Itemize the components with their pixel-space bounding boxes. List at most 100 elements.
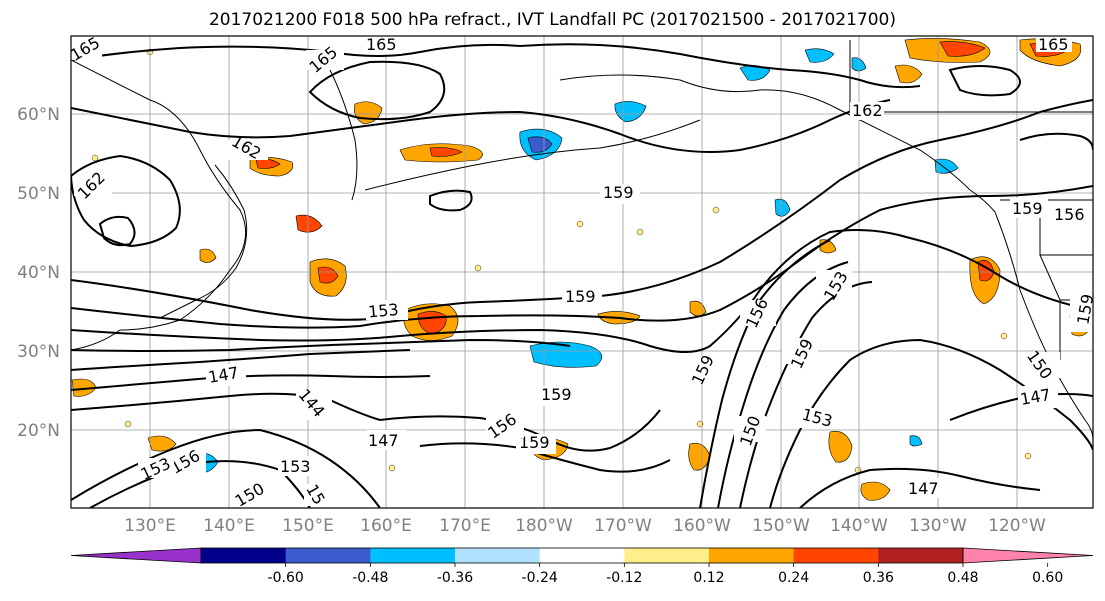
- colorbar-swatch: [285, 548, 371, 563]
- alaska-coastline: [559, 74, 996, 213]
- lon-label: 130°W: [909, 516, 967, 536]
- contour-line: [519, 43, 921, 89]
- lon-axis: 130°E 140°E 150°E 160°E 170°E 180°W 170°…: [124, 516, 1046, 536]
- contour-label: 159: [565, 287, 596, 306]
- colorbar-tick-label: -0.60: [268, 570, 304, 586]
- contour-label: 147: [368, 431, 399, 450]
- lon-label: 180°W: [515, 516, 573, 536]
- orange-patch: [295, 214, 323, 233]
- lon-label: 160°E: [360, 516, 412, 536]
- blue-patch: [529, 341, 603, 368]
- contour-line: [429, 189, 473, 212]
- colorbar-tick-label: 0.48: [947, 570, 978, 586]
- colorbar-swatch: [455, 548, 541, 563]
- lat-label: 20°N: [17, 421, 60, 441]
- kamchatka-coastline: [329, 69, 358, 201]
- contour-line: [71, 392, 381, 421]
- asia-coastline: [71, 59, 247, 351]
- colorbar-tick-label: 0.12: [693, 570, 724, 586]
- lon-label: 150°W: [752, 516, 810, 536]
- contour-label: 159: [603, 183, 634, 202]
- contour-label: 159: [1012, 199, 1043, 218]
- lon-label: 130°E: [124, 516, 176, 536]
- contour-label: 159: [519, 433, 550, 452]
- contour-line: [799, 467, 1041, 508]
- lon-label: 170°W: [594, 516, 652, 536]
- contour-line: [71, 428, 381, 508]
- orange-patch: [894, 64, 923, 84]
- blue-patch: [804, 48, 835, 63]
- colorbar: -0.60 -0.48 -0.36 -0.24 -0.12 0.12 0.24 0.36 0.4…: [70, 547, 1094, 586]
- colorbar-tick-label: 0.60: [1032, 570, 1063, 586]
- orange-patch: [860, 481, 891, 501]
- lon-label: 150°E: [282, 516, 334, 536]
- colorbar-tick-label: 0.24: [778, 570, 809, 586]
- japan-coastline: [159, 164, 248, 319]
- contour-line: [71, 99, 1093, 321]
- colorbar-extend-low: [70, 547, 202, 564]
- colorbar-tick-label: -0.36: [437, 570, 473, 586]
- colorbar-tick-label: 0.36: [863, 570, 894, 586]
- contour-label: 147: [908, 479, 939, 498]
- blue-patch: [909, 435, 923, 447]
- lon-label: 120°W: [988, 516, 1046, 536]
- contour-label: 156: [1054, 205, 1085, 224]
- lon-label: 160°W: [673, 516, 731, 536]
- contour-line: [699, 239, 831, 508]
- colorbar-swatch: [539, 548, 625, 563]
- minor-anomaly-dots: [91, 48, 1032, 474]
- contour-label: 165: [366, 35, 397, 54]
- contour-label: 153: [367, 300, 399, 322]
- orange-patch: [199, 248, 217, 263]
- lat-axis: 60°N 50°N 40°N 30°N 20°N: [17, 105, 60, 441]
- contour-line: [308, 60, 446, 121]
- lon-label: 170°E: [439, 516, 491, 536]
- contour-label: 165: [1038, 35, 1069, 54]
- blue-patch: [934, 158, 959, 174]
- contour-label: 159: [541, 385, 572, 404]
- colorbar-frame: [200, 547, 964, 564]
- red-patch: [317, 266, 339, 284]
- orange-patch: [147, 435, 177, 452]
- plot-area: 165 165 165 165 162 162 162 159 159 159 …: [71, 35, 1097, 508]
- lon-label: 140°E: [203, 516, 255, 536]
- contour-line: [717, 261, 849, 508]
- colorbar-swatch: [709, 548, 795, 563]
- contour-line: [71, 374, 431, 391]
- contour-label: 153: [280, 457, 311, 476]
- contour-line: [71, 99, 891, 153]
- colorbar-tick-label: -0.12: [606, 570, 642, 586]
- contour-line: [71, 338, 571, 352]
- colorbar-swatch: [878, 548, 964, 563]
- contour-line: [71, 185, 1093, 329]
- contour-line: [769, 338, 1093, 508]
- contour-line: [1019, 132, 1093, 151]
- darkblue-patch: [527, 136, 553, 153]
- lat-label: 30°N: [17, 342, 60, 362]
- orange-patch: [828, 431, 853, 463]
- colorbar-swatch: [624, 548, 710, 563]
- colorbar-swatch: [793, 548, 879, 563]
- plot-frame: [70, 35, 1094, 509]
- contour-line: [419, 442, 671, 473]
- colorbar-swatch: [370, 548, 456, 563]
- lat-label: 60°N: [17, 105, 60, 125]
- red-patch: [429, 147, 463, 157]
- colorbar-tick-label: -0.48: [352, 570, 388, 586]
- lat-label: 40°N: [17, 263, 60, 283]
- contour-line: [71, 349, 411, 371]
- lat-label: 50°N: [17, 184, 60, 204]
- red-patch: [939, 41, 986, 57]
- contour-line: [71, 154, 181, 248]
- colorbar-tick-label: -0.24: [522, 570, 558, 586]
- contour-line: [89, 460, 311, 508]
- height-contours: [71, 43, 1093, 508]
- map-title: 2017021200 F018 500 hPa refract., IVT La…: [208, 10, 896, 30]
- colorbar-extend-high: [962, 547, 1094, 564]
- contour-label: 159: [1073, 293, 1097, 326]
- contour-line: [948, 65, 1021, 97]
- lon-label: 140°W: [830, 516, 888, 536]
- contour-label: 162: [852, 101, 883, 120]
- contour-line: [71, 229, 1093, 353]
